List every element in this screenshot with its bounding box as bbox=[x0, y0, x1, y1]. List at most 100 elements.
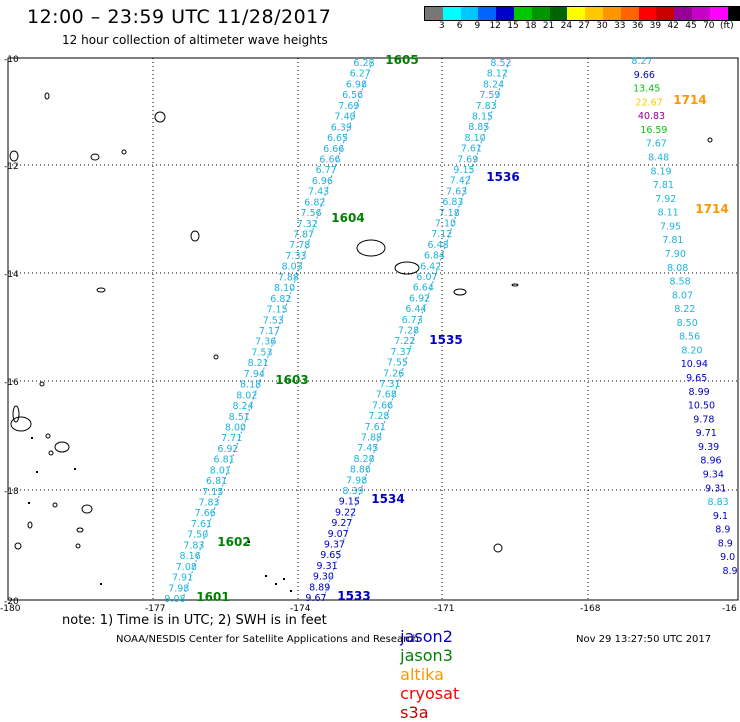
jason2-track-value: 7.45 bbox=[357, 443, 378, 454]
jason3-track-value: 6.81 bbox=[214, 455, 235, 466]
map-frame bbox=[7, 57, 739, 601]
island-speck bbox=[265, 575, 267, 577]
legend-tick: 24 bbox=[560, 21, 573, 31]
jason3-track-value: 7.83 bbox=[198, 498, 219, 509]
footer-credit: NOAA/NESDIS Center for Satellite Applica… bbox=[116, 634, 419, 645]
east-track-value: 13.45 bbox=[633, 84, 660, 95]
east-track-value: 8.11 bbox=[658, 208, 679, 219]
legend-swatch bbox=[638, 7, 657, 20]
island-speck bbox=[283, 578, 285, 580]
east-track-value: 10.50 bbox=[688, 401, 715, 412]
island-outline bbox=[48, 450, 54, 456]
jason2-track-value: 9.27 bbox=[331, 518, 352, 529]
legend-tick: 70 bbox=[703, 21, 715, 31]
sat-jason2-label: jason2 bbox=[400, 627, 453, 646]
east-track-value: 7.92 bbox=[655, 194, 676, 205]
legend-swatch bbox=[709, 7, 728, 20]
footer-note: note: 1) Time is in UTC; 2) SWH is in fe… bbox=[62, 613, 327, 628]
east-track-value: 8.58 bbox=[669, 277, 690, 288]
jason3-track-value: 7.83 bbox=[183, 540, 204, 551]
island-speck bbox=[248, 541, 250, 543]
jason2-track-value: 7.68 bbox=[376, 390, 397, 401]
jason3-track-value: 8.10 bbox=[274, 283, 295, 294]
island-outline bbox=[27, 521, 33, 529]
jason3-track-value: 7.53 bbox=[251, 347, 272, 358]
legend-tick: 27 bbox=[578, 21, 590, 31]
wave-height-color-legend bbox=[424, 6, 740, 21]
jason2-track-value: 7.37 bbox=[391, 347, 412, 358]
jason2-track-value: 6.83 bbox=[442, 197, 463, 208]
jason2-track-value: 6.44 bbox=[405, 304, 426, 315]
pass-1602-label: 1602 bbox=[217, 535, 250, 549]
island-speck bbox=[100, 583, 102, 585]
island-outline bbox=[96, 287, 106, 293]
east-track-value: 7.95 bbox=[660, 221, 681, 232]
island-outline bbox=[707, 137, 713, 143]
jason3-track-value: 7.87 bbox=[293, 230, 314, 241]
east-track-value: 8.9 bbox=[718, 538, 733, 549]
jason2-track-value: 9.07 bbox=[328, 529, 349, 540]
island-outline bbox=[493, 543, 503, 553]
jason2-track-value: 9.31 bbox=[317, 561, 338, 572]
island-speck bbox=[31, 437, 33, 439]
page-subtitle: 12 hour collection of altimeter wave hei… bbox=[62, 33, 328, 47]
legend-swatch bbox=[602, 7, 621, 20]
east-track-value: 8.99 bbox=[689, 387, 710, 398]
jason3-track-value: 7.94 bbox=[244, 369, 265, 380]
island-speck bbox=[275, 583, 277, 585]
jason3-track-line bbox=[182, 61, 373, 599]
legend-tick: 42 bbox=[667, 21, 679, 31]
legend-swatch bbox=[727, 7, 740, 20]
island-outline bbox=[81, 504, 93, 514]
east-track-value: 16.59 bbox=[640, 125, 667, 136]
pass-1535-label: 1535 bbox=[429, 333, 462, 347]
jason3-track-value: 8.16 bbox=[180, 551, 201, 562]
jason2-track-value: 7.26 bbox=[383, 368, 404, 379]
longitude-label: -171 bbox=[434, 604, 454, 614]
island-outline bbox=[12, 405, 20, 423]
jason2-track-value: 7.28 bbox=[398, 326, 419, 337]
jason3-track-value: 8.00 bbox=[225, 422, 246, 433]
jason2-track-value: 7.69 bbox=[457, 154, 478, 165]
legend-tick: 45 bbox=[685, 21, 697, 31]
legend-swatch bbox=[425, 7, 443, 20]
sat-altika-label: altika bbox=[400, 665, 444, 684]
east-track-value: 7.81 bbox=[653, 180, 674, 191]
legend-tick: 18 bbox=[525, 21, 537, 31]
jason3-track-value: 8.51 bbox=[229, 412, 250, 423]
latitude-label: -10 bbox=[4, 55, 19, 65]
east-track-value: 8.19 bbox=[650, 166, 671, 177]
pass-1533-label: 1533 bbox=[337, 589, 370, 603]
legend-swatch bbox=[478, 7, 497, 20]
east-track-value: 9.78 bbox=[693, 414, 714, 425]
east-track-value: 8.20 bbox=[681, 345, 702, 356]
east-track-value: 8.27 bbox=[631, 56, 652, 67]
jason2-track-value: 8.39 bbox=[342, 486, 363, 497]
jason3-track-value: 8.18 bbox=[240, 380, 261, 391]
legend-swatch bbox=[531, 7, 550, 20]
legend-tick: 6 bbox=[456, 21, 463, 31]
jason3-track-value: 6.77 bbox=[316, 165, 337, 176]
island-outline bbox=[54, 441, 70, 453]
legend-tick: 36 bbox=[631, 21, 644, 31]
island-outline bbox=[356, 239, 386, 257]
east-track-value: 8.9 bbox=[715, 525, 730, 536]
jason2-track-value: 7.63 bbox=[446, 186, 467, 197]
island-outline bbox=[453, 288, 467, 296]
latitude-label: -16 bbox=[4, 378, 19, 388]
jason3-track-value: 7.50 bbox=[187, 530, 208, 541]
island-outline bbox=[90, 153, 100, 161]
east-track-value: 8.56 bbox=[679, 332, 700, 343]
sat-cryosat-label: cryosat bbox=[400, 684, 460, 703]
jason3-track-value: 6.98 bbox=[346, 79, 367, 90]
island-outline bbox=[76, 527, 84, 533]
jason3-track-value: 7.71 bbox=[221, 433, 242, 444]
east-track-value: 40.83 bbox=[638, 111, 665, 122]
latitude-label: -12 bbox=[4, 162, 19, 172]
jason3-track-value: 7.17 bbox=[259, 326, 280, 337]
jason2-track-value: 7.59 bbox=[479, 90, 500, 101]
island-outline bbox=[121, 149, 127, 155]
jason3-track-value: 7.61 bbox=[191, 519, 212, 530]
east-track-value: 9.71 bbox=[696, 428, 717, 439]
east-track-value: 7.90 bbox=[665, 249, 686, 260]
